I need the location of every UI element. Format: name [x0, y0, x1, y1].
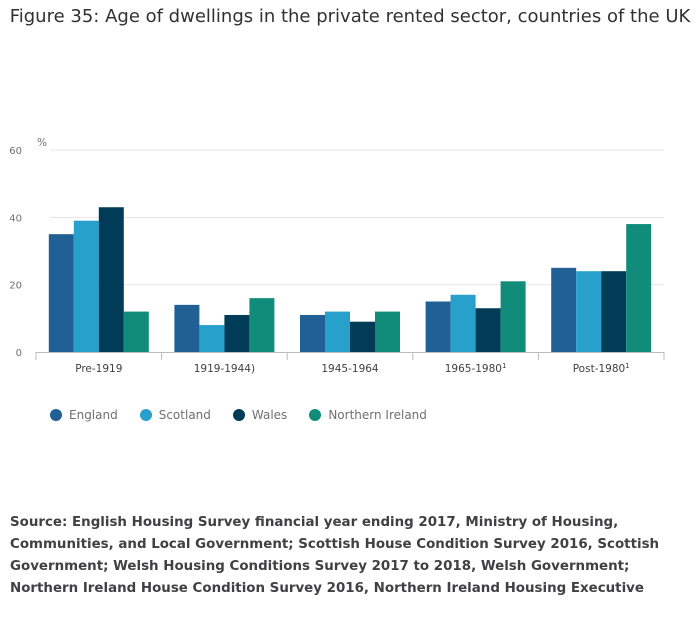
y-tick-label: 0	[16, 348, 22, 359]
legend-swatch	[309, 409, 322, 421]
legend-label: England	[69, 408, 118, 422]
bar-scotland	[325, 311, 350, 352]
bar-wales	[601, 271, 627, 352]
legend-label: Scotland	[158, 408, 211, 422]
legend-item: England	[50, 408, 118, 422]
x-tick-label: 1945-1964	[321, 363, 379, 375]
bar-england	[48, 234, 74, 352]
legend: England Scotland Wales Northern Ireland	[50, 408, 427, 422]
y-tick-label: 20	[9, 281, 22, 292]
legend-swatch	[50, 409, 62, 421]
bar-wales	[350, 321, 375, 352]
bar-chart: 0 20 40 60% Pre-1919 1919-1944) 1945-1964 1965-…	[9, 137, 665, 375]
source-note: Source: English Housing Survey financial…	[10, 515, 660, 596]
y-tick-label: 40	[9, 213, 22, 224]
x-tick-label: Pre-1919	[75, 363, 122, 375]
bar-wales	[224, 314, 250, 352]
legend-item: Wales	[232, 408, 288, 422]
bar-scotland	[450, 294, 476, 352]
y-axis-unit: %	[37, 137, 47, 149]
bar-wales	[475, 308, 501, 352]
bar-england	[174, 304, 200, 352]
bar-northern-ireland	[123, 311, 149, 352]
bar-wales	[98, 207, 124, 352]
legend-swatch	[232, 409, 245, 421]
bar-northern-ireland	[249, 298, 275, 352]
bar-england	[551, 267, 577, 352]
bar-scotland	[576, 271, 602, 352]
legend-swatch	[139, 409, 152, 421]
legend-label: Wales	[251, 408, 288, 422]
bar-scotland	[73, 220, 99, 352]
bar-northern-ireland	[626, 224, 652, 352]
x-tick-label: 1919-1944)	[194, 363, 255, 375]
bar-scotland	[199, 325, 225, 352]
bar-northern-ireland	[375, 311, 400, 352]
bar-england	[425, 301, 451, 352]
bar-england	[300, 314, 325, 352]
y-tick-label: 60	[9, 146, 22, 157]
x-tick-label: Post-19801	[573, 362, 630, 375]
x-tick-label: 1965-19801	[445, 362, 507, 375]
bar-northern-ireland	[500, 281, 526, 352]
legend-label: Northern Ireland	[328, 408, 427, 422]
legend-item: Northern Ireland	[309, 408, 427, 422]
chart-title: Figure 35: Age of dwellings in the priva…	[9, 6, 691, 27]
legend-item: Scotland	[139, 408, 211, 422]
